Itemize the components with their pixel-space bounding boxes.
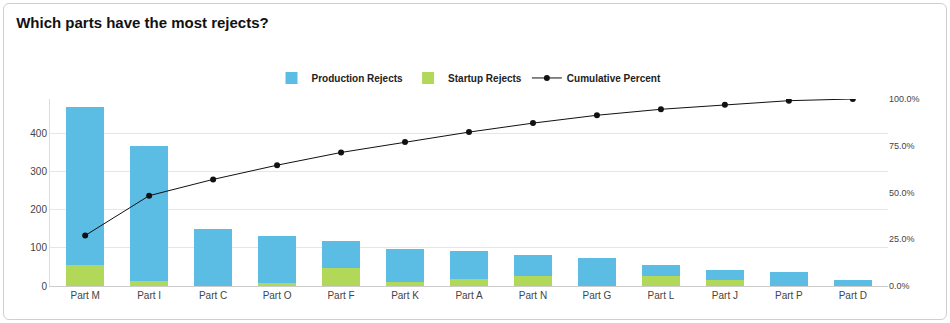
- svg-text:400: 400: [30, 128, 47, 139]
- svg-text:100: 100: [30, 242, 47, 253]
- svg-text:50.0%: 50.0%: [889, 188, 915, 198]
- svg-text:Part F: Part F: [327, 290, 354, 301]
- svg-text:Part J: Part J: [712, 290, 738, 301]
- svg-text:0: 0: [41, 281, 47, 292]
- svg-text:Part I: Part I: [137, 290, 161, 301]
- svg-text:Part O: Part O: [263, 290, 292, 301]
- svg-text:Startup Rejects: Startup Rejects: [448, 73, 522, 84]
- svg-text:200: 200: [30, 204, 47, 215]
- svg-text:Part G: Part G: [582, 290, 611, 301]
- svg-text:300: 300: [30, 166, 47, 177]
- svg-text:Part L: Part L: [648, 290, 675, 301]
- svg-text:Production Rejects: Production Rejects: [312, 73, 404, 84]
- svg-text:0.0%: 0.0%: [889, 281, 910, 291]
- svg-text:25.0%: 25.0%: [889, 234, 915, 244]
- svg-text:Part K: Part K: [391, 290, 419, 301]
- svg-text:Part N: Part N: [519, 290, 547, 301]
- svg-text:Part C: Part C: [199, 290, 227, 301]
- svg-text:Part M: Part M: [70, 290, 99, 301]
- svg-text:Part P: Part P: [775, 290, 803, 301]
- svg-text:Part D: Part D: [839, 290, 867, 301]
- svg-text:Cumulative Percent: Cumulative Percent: [567, 73, 661, 84]
- svg-text:Which parts have the most reje: Which parts have the most rejects?: [16, 14, 269, 31]
- svg-text:Part A: Part A: [455, 290, 483, 301]
- svg-text:75.0%: 75.0%: [889, 141, 915, 151]
- svg-text:100.0%: 100.0%: [889, 94, 920, 104]
